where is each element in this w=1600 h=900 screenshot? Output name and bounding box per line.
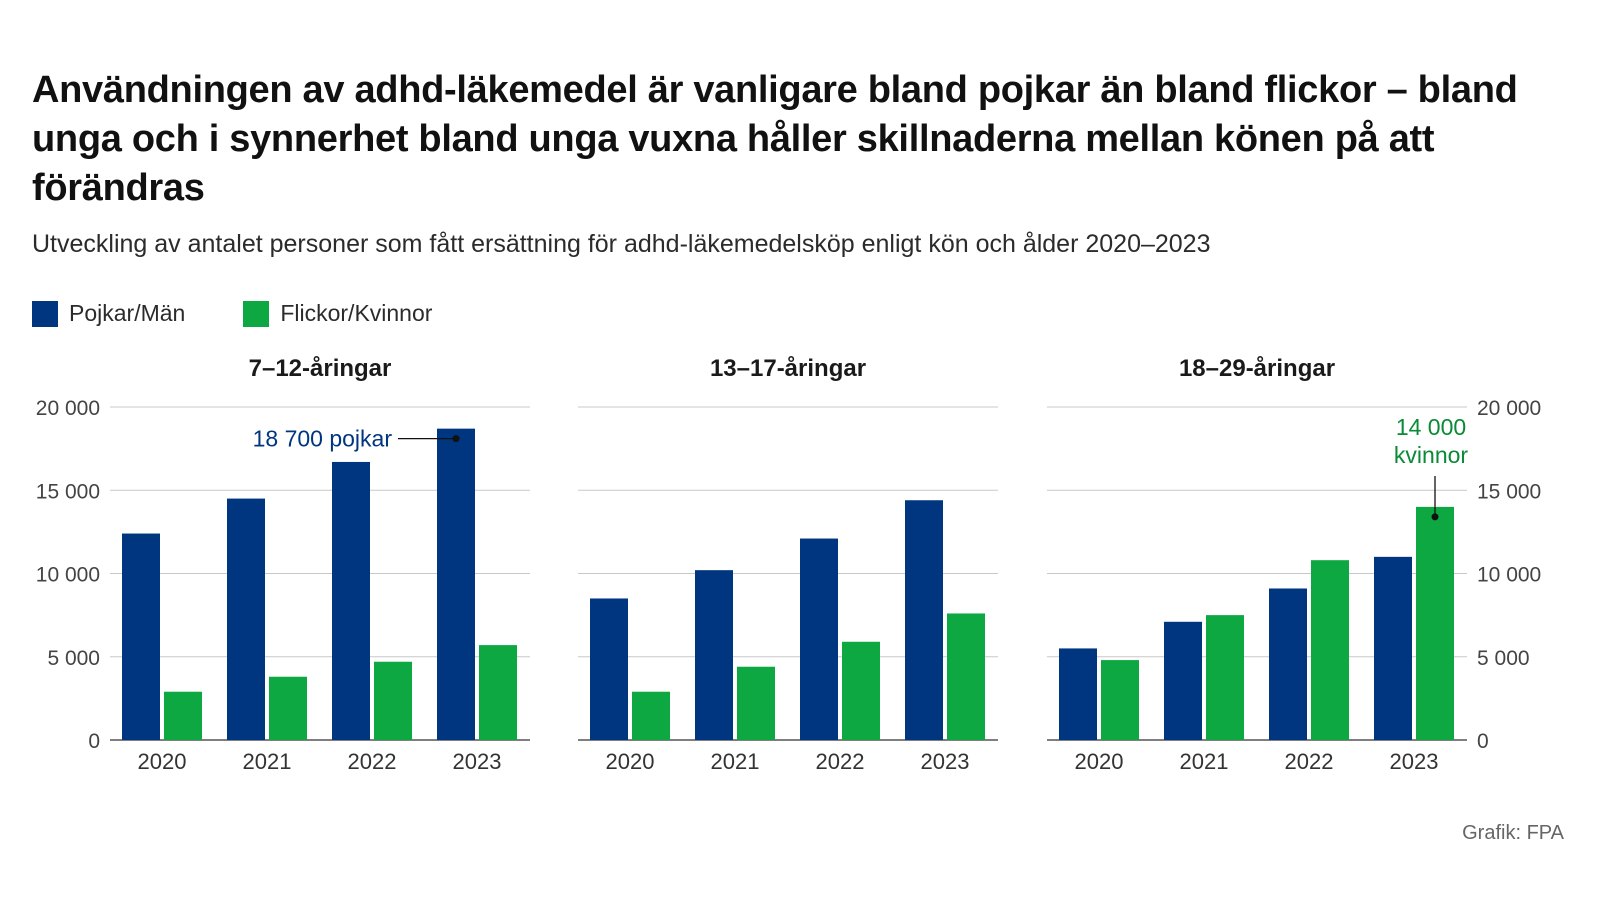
chart-subtitle: Utveckling av antalet personer som fått … [32, 230, 1211, 258]
y-tick-label: 10 000 [36, 564, 100, 587]
legend: Pojkar/Män Flickor/Kvinnor [32, 300, 432, 327]
bar-girls-2022 [842, 641, 880, 740]
annotation-label: 14 000 [1396, 414, 1466, 440]
bar-girls-2021 [737, 666, 775, 740]
legend-item-boys: Pojkar/Män [32, 300, 185, 327]
annotation-dot [1431, 513, 1439, 521]
bar-girls-2022 [374, 661, 412, 740]
bar-boys-2020 [122, 533, 160, 740]
legend-label-girls: Flickor/Kvinnor [280, 300, 433, 326]
x-tick-label: 2021 [1180, 749, 1229, 774]
bar-boys-2021 [227, 498, 265, 740]
y-tick-label: 15 000 [36, 480, 100, 503]
legend-label-boys: Pojkar/Män [69, 300, 186, 326]
y-tick-label: 20 000 [36, 397, 100, 420]
bar-boys-2022 [332, 461, 370, 740]
annotation-dot [452, 435, 460, 443]
y-tick-label: 10 000 [1477, 564, 1541, 587]
bar-boys-2022 [800, 538, 838, 740]
y-tick-label: 5 000 [1477, 647, 1530, 670]
x-tick-label: 2022 [348, 749, 397, 774]
x-tick-label: 2020 [606, 749, 655, 774]
y-tick-label: 0 [88, 730, 100, 753]
x-tick-label: 2021 [711, 749, 760, 774]
bar-girls-2020 [1101, 660, 1139, 740]
x-tick-label: 2021 [243, 749, 292, 774]
legend-item-girls: Flickor/Kvinnor [243, 300, 432, 327]
bar-girls-2023 [947, 613, 985, 740]
bar-boys-2020 [590, 598, 628, 740]
chart-title: Användningen av adhd-läkemedel är vanlig… [32, 69, 1518, 209]
bar-girls-2021 [269, 676, 307, 740]
annotation-label: kvinnor [1394, 442, 1468, 468]
bar-boys-2022 [1269, 588, 1307, 740]
x-tick-label: 2023 [921, 749, 970, 774]
x-tick-label: 2020 [1075, 749, 1124, 774]
source-credit: Grafik: FPA [1462, 822, 1564, 844]
x-tick-label: 2022 [816, 749, 865, 774]
bar-chart-panels: 7–12-åringar 0 5 000 10 000 15 000 20 000 2020… [36, 355, 1541, 774]
x-tick-label: 2023 [1390, 749, 1439, 774]
legend-swatch-girls [243, 300, 270, 327]
bar-boys-2021 [1164, 621, 1202, 740]
bar-girls-2020 [632, 691, 670, 740]
annotation-label: 18 700 pojkar [253, 426, 393, 452]
panel-title: 18–29-åringar [1179, 355, 1335, 382]
y-tick-label: 20 000 [1477, 397, 1541, 420]
bar-girls-2020 [164, 691, 202, 740]
bar-girls-2022 [1311, 560, 1349, 740]
y-tick-label: 0 [1477, 730, 1489, 753]
x-tick-label: 2022 [1285, 749, 1334, 774]
bar-boys-2023 [437, 428, 475, 740]
bar-boys-2023 [905, 500, 943, 740]
bar-boys-2021 [695, 570, 733, 740]
x-tick-label: 2020 [138, 749, 187, 774]
panel-title: 13–17-åringar [710, 355, 866, 382]
y-tick-label: 15 000 [1477, 480, 1541, 503]
panel-title: 7–12-åringar [249, 355, 392, 382]
legend-swatch-boys [32, 300, 58, 327]
x-tick-label: 2023 [453, 749, 502, 774]
bar-girls-2023 [479, 645, 517, 740]
bar-girls-2023 [1416, 506, 1454, 740]
bar-boys-2023 [1374, 556, 1412, 740]
y-tick-label: 5 000 [47, 647, 100, 670]
bar-girls-2021 [1206, 615, 1244, 740]
bar-boys-2020 [1059, 648, 1097, 740]
